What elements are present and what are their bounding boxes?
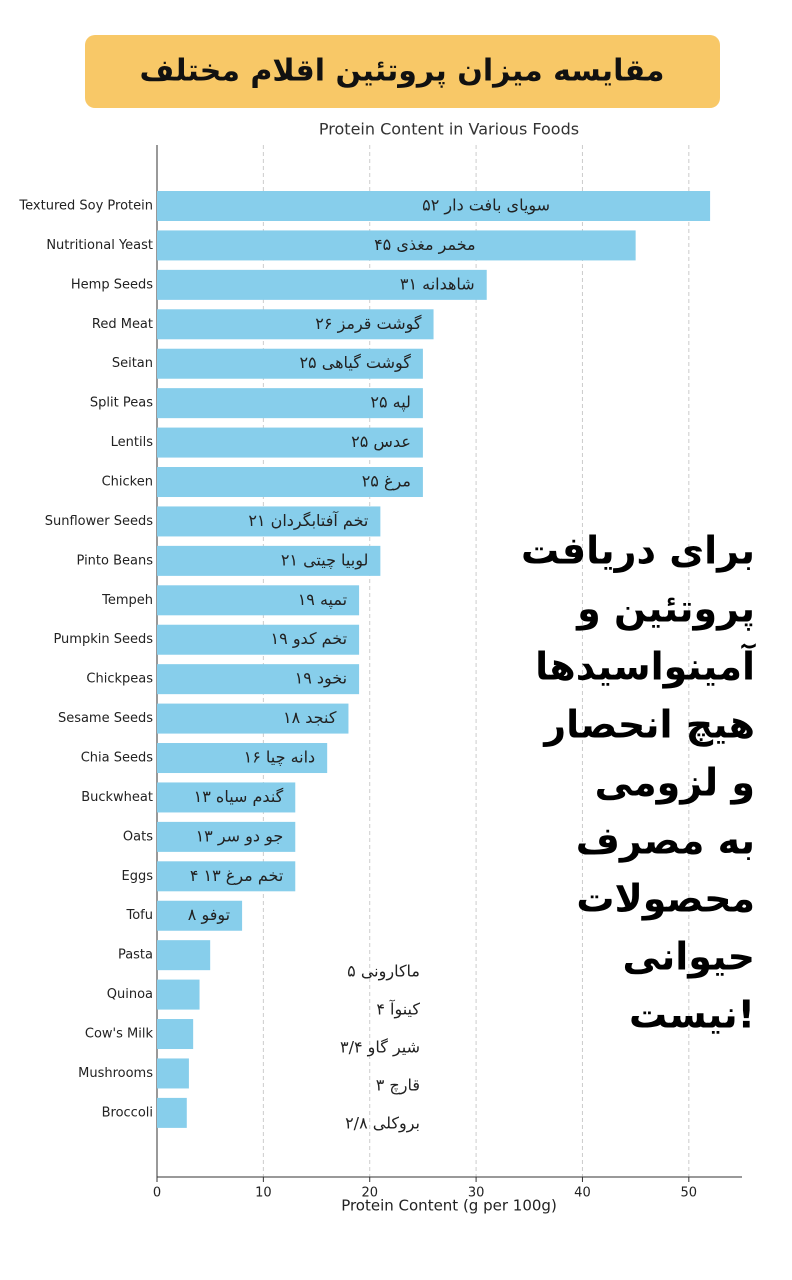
bar (157, 664, 360, 695)
value-label: لپه ۲۵ (370, 393, 411, 413)
value-label: شیر گاو ۳/۴ (340, 1038, 420, 1058)
y-tick-label: Textured Soy Protein (18, 199, 153, 214)
x-tick-label: 10 (255, 1186, 272, 1201)
bar (157, 743, 328, 774)
value-label: کنجد ۱۸ (283, 708, 337, 727)
value-label: دانه چیا ۱۶ (244, 748, 316, 767)
x-tick-label: 40 (574, 1186, 591, 1201)
value-label: شاهدانه ۳۱ (400, 274, 475, 293)
y-tick-label: Red Meat (92, 317, 153, 332)
y-tick-label: Broccoli (102, 1105, 153, 1120)
y-tick-label: Lentils (111, 435, 154, 450)
y-tick-label: Tofu (125, 908, 153, 923)
bar (157, 427, 423, 458)
x-tick-label: 50 (681, 1186, 698, 1201)
value-label: گندم سیاه ۱۳ (194, 787, 284, 806)
bar (157, 703, 349, 734)
y-tick-label: Mushrooms (78, 1066, 153, 1081)
bar (157, 506, 381, 537)
chart-title: Protein Content in Various Foods (319, 120, 579, 139)
value-label: بروکلی ۲/۸ (345, 1114, 420, 1134)
y-tick-label: Tempeh (101, 593, 153, 608)
bar (157, 782, 296, 813)
value-label: مرغ ۲۵ (362, 472, 411, 492)
y-tick-label: Sesame Seeds (58, 711, 153, 726)
annotation: حیوانی (623, 935, 755, 979)
y-tick-label: Chicken (102, 475, 153, 490)
bar (157, 348, 423, 379)
bar (157, 979, 200, 1010)
annotation: به مصرف (576, 819, 755, 863)
headline: مقایسه میزان پروتئین اقلام مختلف (140, 54, 665, 89)
bar (157, 940, 211, 971)
bar (157, 230, 636, 261)
y-tick-label: Nutritional Yeast (46, 238, 153, 253)
bar (157, 467, 423, 498)
bar (157, 191, 711, 221)
value-label: قارچ ۳ (376, 1076, 420, 1096)
x-tick-label: 30 (468, 1186, 485, 1201)
bar (157, 1019, 194, 1050)
y-tick-label: Seitan (112, 356, 153, 371)
value-label: تخم کدو ۱۹ (271, 629, 348, 649)
value-label: مخمر مغذی ۴۵ (374, 235, 476, 255)
bar (157, 585, 360, 616)
value-label: گوشت قرمز ۲۶ (315, 314, 422, 334)
annotation: برای دریافت (521, 529, 755, 573)
annotation: نیست! (629, 993, 755, 1037)
y-tick-label: Split Peas (90, 396, 153, 411)
y-tick-label: Chickpeas (86, 672, 153, 687)
value-label: جو دو سر ۱۳ (196, 826, 284, 846)
annotation: و لزومی (595, 761, 755, 806)
y-tick-label: Pumpkin Seeds (53, 632, 153, 647)
value-label: ۴ تخم مرغ ۱۳ (190, 866, 283, 886)
y-tick-label: Sunflower Seeds (45, 514, 153, 529)
bar (157, 388, 423, 419)
bar (157, 900, 243, 931)
value-label: توفو ۸ (188, 905, 230, 925)
y-tick-label: Pasta (118, 948, 153, 963)
bar (157, 545, 381, 576)
value-label: تمپه ۱۹ (298, 590, 347, 610)
bar (157, 309, 434, 340)
value-label: ماکارونی ۵ (347, 962, 420, 982)
bar (157, 1097, 187, 1128)
y-tick-label: Pinto Beans (77, 553, 154, 568)
x-tick-label: 20 (361, 1186, 378, 1201)
annotation: آمینواسیدها (535, 643, 756, 689)
value-label: سویای بافت دار ۵۲ (422, 196, 550, 216)
bar (157, 1058, 189, 1089)
bar (157, 624, 360, 655)
value-label: عدس ۲۵ (351, 432, 411, 451)
bar (157, 269, 487, 300)
bar (157, 821, 296, 852)
annotation: هیچ انحصار (542, 703, 755, 747)
y-tick-label: Chia Seeds (81, 751, 154, 766)
bar (157, 861, 296, 892)
y-tick-label: Buckwheat (81, 790, 153, 805)
y-tick-label: Hemp Seeds (71, 277, 153, 292)
x-axis-label: Protein Content (g per 100g) (341, 1197, 557, 1215)
value-label: نخود ۱۹ (295, 669, 347, 689)
annotation: پروتئین و (575, 587, 755, 632)
headline-box (85, 35, 720, 108)
y-tick-label: Cow's Milk (85, 1027, 154, 1042)
value-label: کینوآ ۴ (376, 1000, 420, 1020)
y-tick-label: Oats (123, 829, 153, 844)
value-label: گوشت گیاهی ۲۵ (299, 353, 411, 373)
annotation: محصولات (576, 877, 755, 921)
value-label: لوبیا چیتی ۲۱ (281, 550, 369, 570)
y-tick-label: Quinoa (107, 987, 153, 1002)
y-tick-label: Eggs (122, 869, 154, 884)
value-label: تخم آفتابگردان ۲۱ (248, 511, 368, 531)
x-tick-label: 0 (153, 1186, 161, 1201)
